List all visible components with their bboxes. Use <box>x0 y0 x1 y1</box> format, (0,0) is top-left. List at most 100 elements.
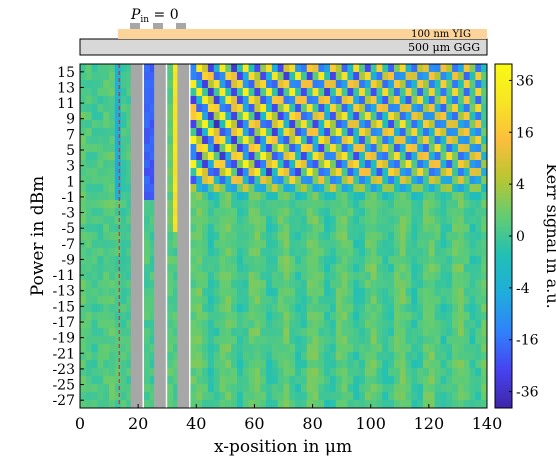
heatmap-cell <box>370 328 377 337</box>
heatmap-cell <box>114 224 122 233</box>
colorbar-tick-label: -4 <box>516 281 530 297</box>
heatmap-cell <box>388 280 395 289</box>
heatmap-cell <box>277 288 284 297</box>
heatmap-cell <box>103 152 110 161</box>
heatmap-cell <box>417 304 424 313</box>
heatmap-cell <box>85 360 93 369</box>
heatmap-cell <box>446 200 453 209</box>
heatmap-cell <box>167 336 174 345</box>
heatmap-cell <box>254 320 261 329</box>
heatmap-cell <box>120 136 127 145</box>
heatmap-cell <box>388 248 395 257</box>
heatmap-cell <box>364 216 372 225</box>
heatmap-cell <box>370 80 377 89</box>
heatmap-cell <box>173 64 180 73</box>
heatmap-cell <box>266 384 273 393</box>
heatmap-cell <box>248 352 255 361</box>
heatmap-cell <box>469 160 476 169</box>
heatmap-cell <box>225 264 232 273</box>
heatmap-cell <box>196 392 203 401</box>
heatmap-cell <box>457 200 465 209</box>
heatmap-cell <box>452 216 459 225</box>
heatmap-cell <box>353 248 360 257</box>
heatmap-cell <box>312 256 319 265</box>
heatmap-cell <box>376 104 383 113</box>
heatmap-cell <box>347 288 354 297</box>
heatmap-cell <box>149 80 156 89</box>
heatmap-cell <box>335 392 343 401</box>
heatmap-cell <box>196 64 203 73</box>
heatmap-cell <box>405 352 412 361</box>
heatmap-cell <box>109 272 116 281</box>
colorbar-label: Kerr signal in a.u. <box>543 163 556 309</box>
heatmap-cell <box>405 64 412 73</box>
heatmap-cell <box>423 64 430 73</box>
heatmap-cell <box>347 312 354 321</box>
heatmap-cell <box>213 168 220 177</box>
heatmap-cell <box>457 96 465 105</box>
heatmap-cell <box>341 80 348 89</box>
heatmap-cell <box>248 296 255 305</box>
heatmap-cell <box>114 96 122 105</box>
heatmap-cell <box>312 184 319 193</box>
heatmap-cell <box>231 168 238 177</box>
heatmap-cell <box>388 336 395 345</box>
heatmap-cell <box>236 208 244 217</box>
heatmap-cell <box>300 264 308 273</box>
heatmap-cell <box>434 144 441 153</box>
heatmap-cell <box>469 352 476 361</box>
heatmap-cell <box>225 224 232 233</box>
heatmap-cell <box>109 168 116 177</box>
heatmap-cell <box>318 168 325 177</box>
heatmap-cell <box>254 80 261 89</box>
heatmap-cell <box>283 336 290 345</box>
heatmap-cell <box>97 320 104 329</box>
heatmap-cell <box>341 96 348 105</box>
heatmap-cell <box>475 208 482 217</box>
heatmap-cell <box>463 352 470 361</box>
heatmap-cell <box>207 224 215 233</box>
heatmap-cell <box>196 248 203 257</box>
heatmap-cell <box>405 184 412 193</box>
heatmap-cell <box>306 144 313 153</box>
heatmap-cell <box>382 224 389 233</box>
heatmap-cell <box>213 384 220 393</box>
heatmap-cell <box>248 152 255 161</box>
heatmap-cell <box>120 88 127 97</box>
heatmap-cell <box>114 120 122 129</box>
heatmap-cell <box>481 88 488 97</box>
heatmap-cell <box>254 144 261 153</box>
heatmap-cell <box>242 128 250 137</box>
heatmap-cell <box>254 136 261 145</box>
heatmap-cell <box>399 320 406 329</box>
heatmap-cell <box>143 104 151 113</box>
heatmap-cell <box>202 328 209 337</box>
heatmap-cell <box>213 152 220 161</box>
heatmap-cell <box>207 336 215 345</box>
heatmap-cell <box>277 152 284 161</box>
heatmap-cell <box>405 240 412 249</box>
heatmap-cell <box>405 160 412 169</box>
heatmap-cell <box>475 392 482 401</box>
heatmap-cell <box>219 128 226 137</box>
heatmap-cell <box>225 176 232 185</box>
pin-subscript: in <box>140 15 149 25</box>
heatmap-cell <box>97 392 104 401</box>
heatmap-cell <box>289 288 296 297</box>
heatmap-cell <box>114 72 122 81</box>
heatmap-cell <box>289 80 296 89</box>
heatmap-cell <box>370 368 377 377</box>
electrode-shadow-3 <box>177 64 190 408</box>
heatmap-cell <box>103 112 110 121</box>
heatmap-cell <box>393 272 401 281</box>
heatmap-cell <box>405 272 412 281</box>
heatmap-cell <box>173 128 180 137</box>
heatmap-cell <box>388 208 395 217</box>
heatmap-cell <box>85 200 93 209</box>
heatmap-cell <box>481 376 488 385</box>
heatmap-cell <box>277 80 284 89</box>
heatmap-cell <box>242 200 250 209</box>
heatmap-cell <box>440 152 447 161</box>
heatmap-cell <box>417 128 424 137</box>
heatmap-cell <box>347 152 354 161</box>
